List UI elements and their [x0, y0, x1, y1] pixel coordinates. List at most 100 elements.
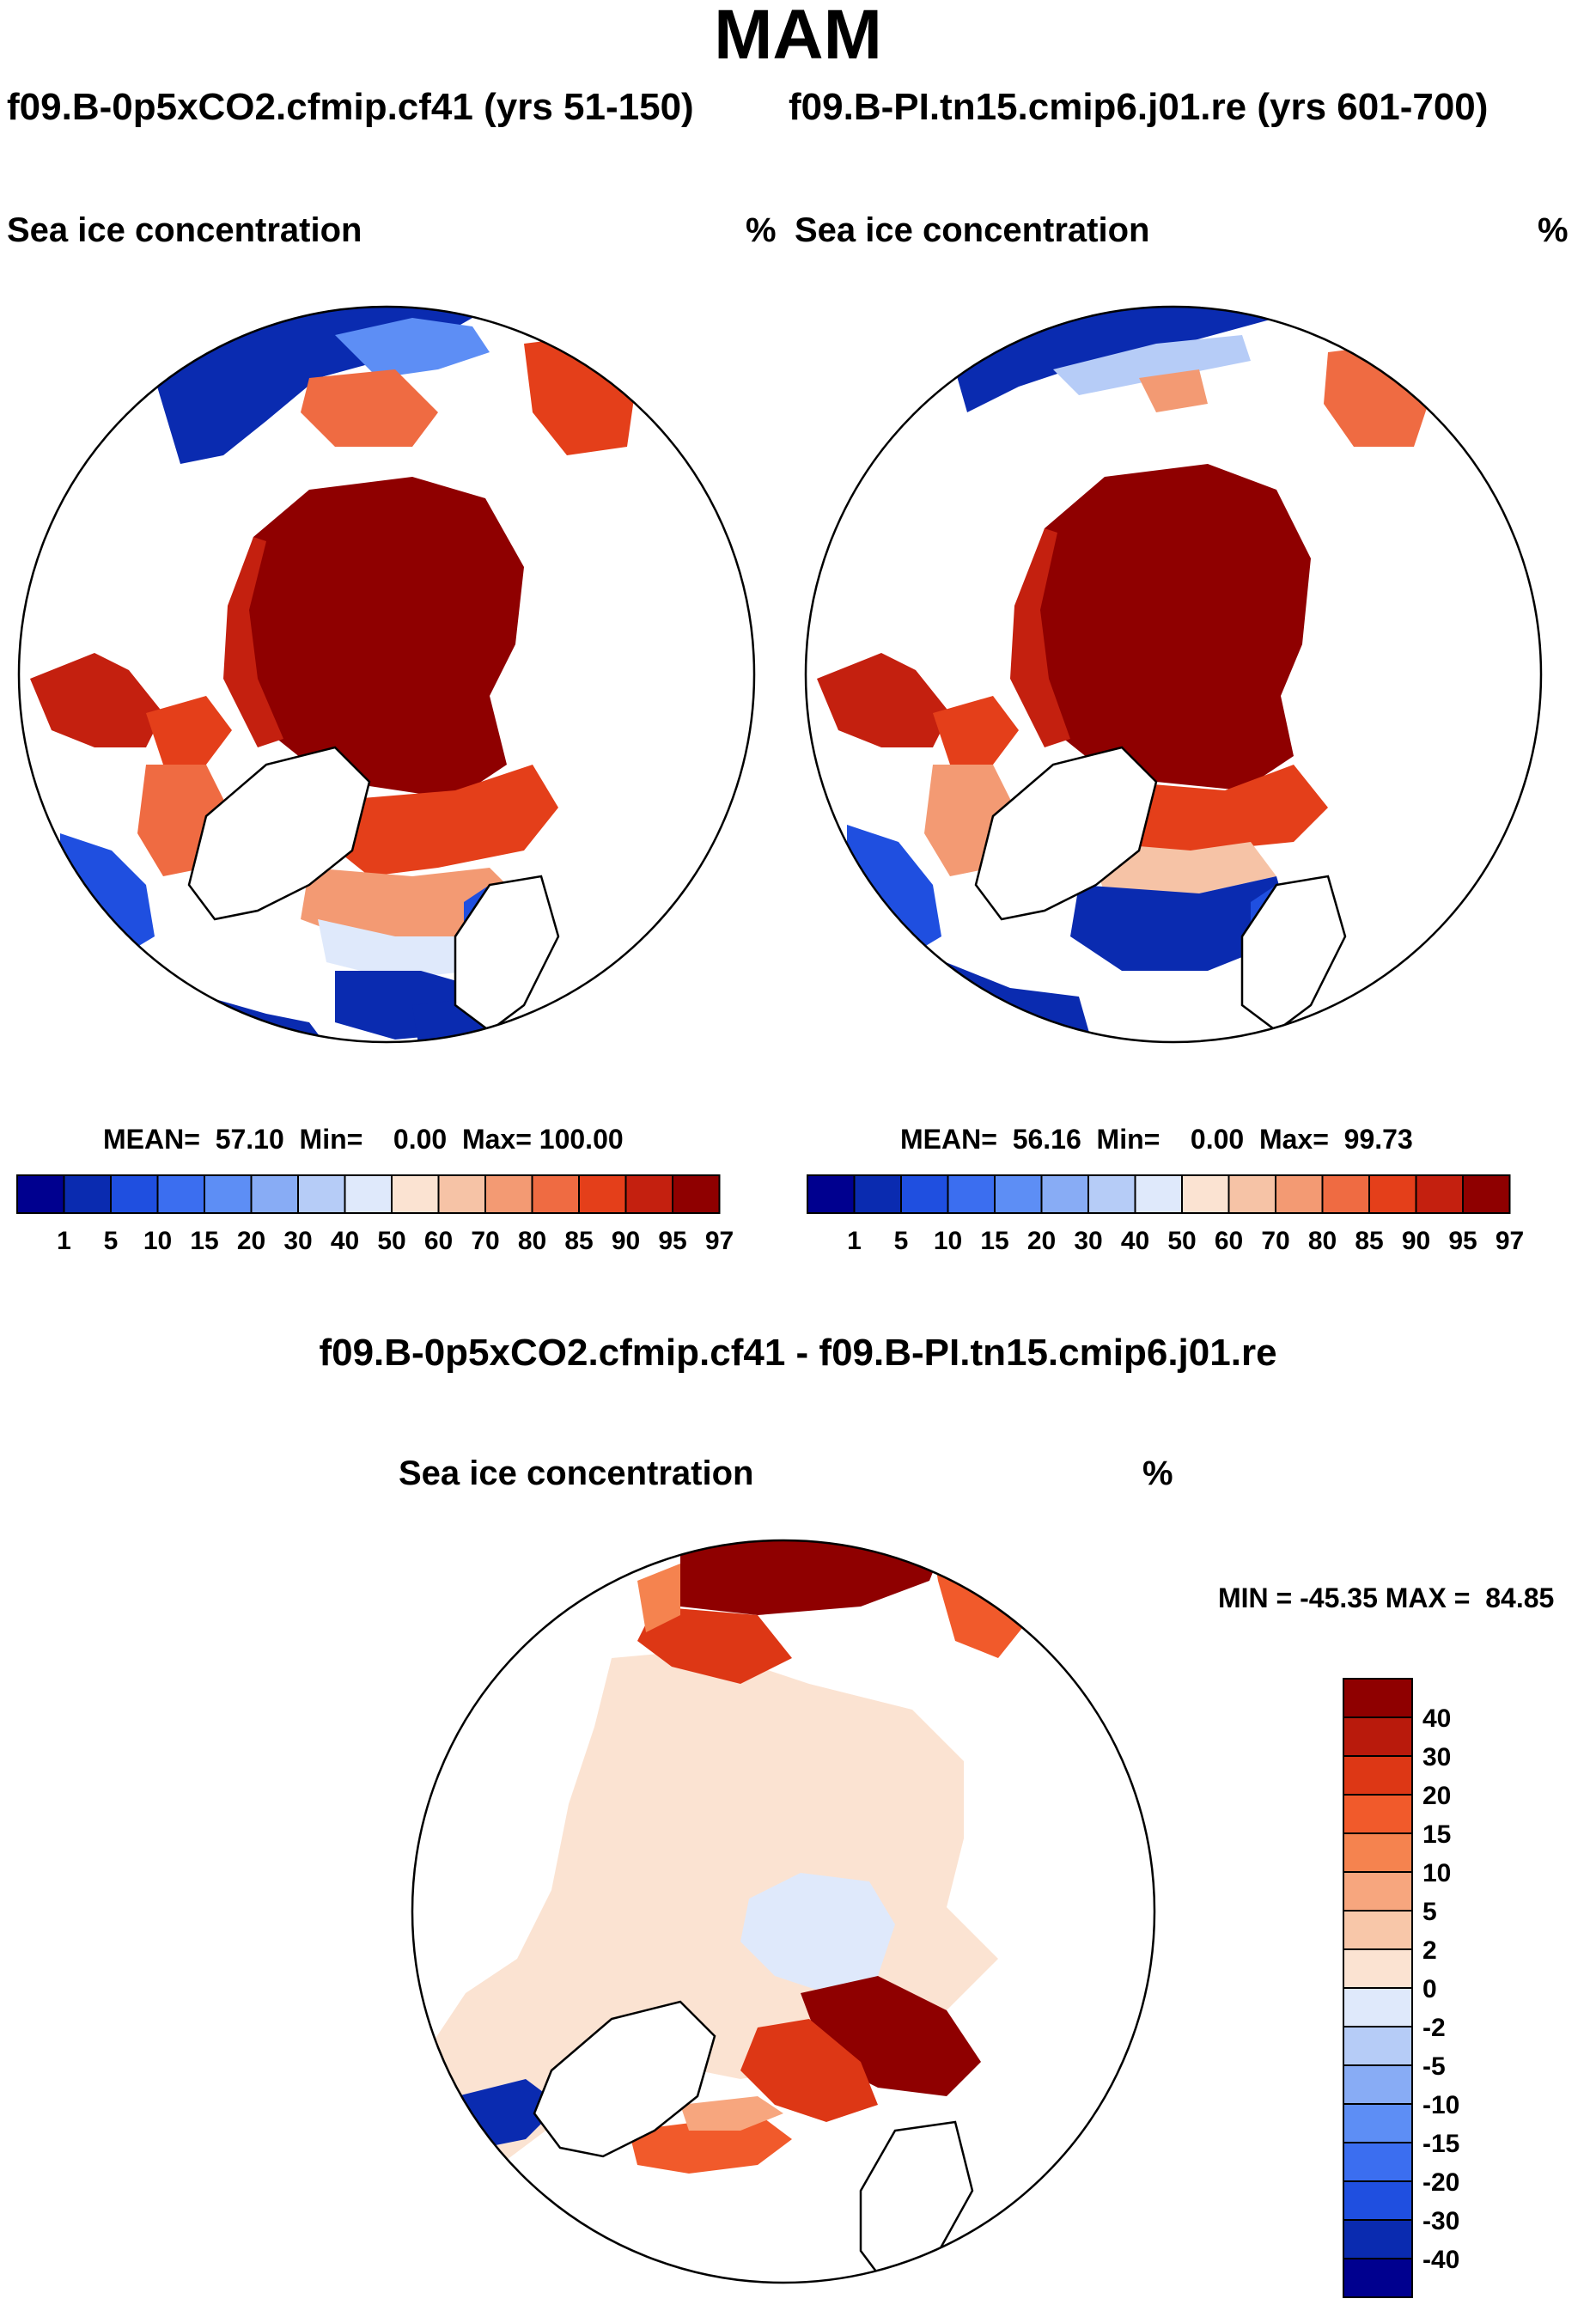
colorbar-swatch [807, 1174, 856, 1214]
diff-colorbar-tick-label: -40 [1422, 2246, 1459, 2274]
colorbar-tick-label: 50 [1167, 1227, 1196, 1255]
colorbar-swatch [900, 1174, 949, 1214]
diff-units-label: % [1142, 1454, 1173, 1492]
diff-polar-map [411, 1539, 1156, 2284]
right-variable-label: Sea ice concentration [795, 211, 1150, 249]
diff-colorbar-swatch [1343, 2142, 1413, 2182]
colorbar-tick-label: 85 [1355, 1227, 1383, 1255]
colorbar-swatch [156, 1174, 205, 1214]
colorbar-tick-label: 30 [283, 1227, 312, 1255]
hudson-bay-ice [817, 653, 950, 747]
diff-colorbar-swatch [1343, 1948, 1413, 1989]
colorbar-swatch [1040, 1174, 1089, 1214]
diff-colorbar-swatch [1343, 1832, 1413, 1873]
colorbar-swatch [1462, 1174, 1511, 1214]
diff-colorbar-tick-label: 40 [1422, 1704, 1451, 1733]
diff-colorbar-tick-label: -30 [1422, 2207, 1459, 2235]
right-stats: MEAN= 56.16 Min= 0.00 Max= 99.73 [900, 1124, 1413, 1155]
colorbar-tick-label: 85 [564, 1227, 593, 1255]
colorbar-swatch [994, 1174, 1043, 1214]
colorbar-swatch [531, 1174, 580, 1214]
colorbar-swatch [624, 1174, 673, 1214]
diff-colorbar-swatch [1343, 2180, 1413, 2221]
diff-colorbar-tick-label: -20 [1422, 2168, 1459, 2197]
diff-colorbar-tick-label: 2 [1422, 1936, 1437, 1965]
diff-colorbar-tick-label: -2 [1422, 2014, 1446, 2042]
colorbar-swatch [16, 1174, 65, 1214]
colorbar-tick-label: 20 [237, 1227, 265, 1255]
colorbar-tick-label: 10 [143, 1227, 172, 1255]
diff-colorbar-swatch [1343, 1755, 1413, 1796]
colorbar-tick-label: 60 [424, 1227, 453, 1255]
colorbar-tick-label: 60 [1215, 1227, 1243, 1255]
colorbar-tick-label: 15 [980, 1227, 1008, 1255]
colorbar-swatch [1134, 1174, 1183, 1214]
colorbar-swatch [947, 1174, 996, 1214]
diff-colorbar-swatch [1343, 1794, 1413, 1834]
diff-variable-label: Sea ice concentration [399, 1454, 754, 1492]
colorbar-tick-label: 20 [1027, 1227, 1056, 1255]
greenland-land [974, 746, 1158, 921]
colorbar-tick-label: 15 [190, 1227, 218, 1255]
diff-colorbar-swatch [1343, 2026, 1413, 2066]
colorbar-tick-label: 40 [1121, 1227, 1149, 1255]
colorbar-tick-label: 40 [331, 1227, 359, 1255]
colorbar-swatch [1415, 1174, 1464, 1214]
diff-colorbar-tick-label: -15 [1422, 2130, 1459, 2158]
colorbar-swatch [672, 1174, 721, 1214]
diff-colorbar-tick-label: -5 [1422, 2052, 1446, 2081]
colorbar-swatch [204, 1174, 253, 1214]
colorbar-tick-label: 80 [1308, 1227, 1337, 1255]
colorbar-tick-label: 97 [705, 1227, 734, 1255]
right-units-label: % [1538, 211, 1569, 249]
colorbar-tick-label: 10 [934, 1227, 962, 1255]
right-run-title: f09.B-PI.tn15.cmip6.j01.re (yrs 601-700) [789, 86, 1489, 128]
colorbar-tick-label: 1 [847, 1227, 862, 1255]
diff-colorbar-swatch [1343, 2219, 1413, 2259]
left-stats: MEAN= 57.10 Min= 0.00 Max= 100.00 [103, 1124, 624, 1155]
colorbar-tick-label: 90 [612, 1227, 640, 1255]
colorbar-swatch [110, 1174, 159, 1214]
diff-colorbar-tick-label: 15 [1422, 1820, 1451, 1849]
colorbar-swatch [1227, 1174, 1276, 1214]
right-colorbar: 1 5 10 15 20 30 40 50 60 70 80 85 90 95 97 [807, 1174, 1524, 1255]
diff-colorbar-tick-label: 5 [1422, 1898, 1437, 1926]
figure-title: MAM [714, 0, 882, 74]
colorbar-swatch [250, 1174, 299, 1214]
colorbar-swatch [484, 1174, 533, 1214]
diff-title: f09.B-0p5xCO2.cfmip.cf41 - f09.B-PI.tn15… [319, 1332, 1277, 1374]
colorbar-swatch [1087, 1174, 1136, 1214]
diff-colorbar-tick-label: -10 [1422, 2091, 1459, 2119]
colorbar-tick-label: 50 [377, 1227, 405, 1255]
diff-colorbar-tick-label: 10 [1422, 1859, 1451, 1887]
colorbar-tick-label: 70 [1261, 1227, 1289, 1255]
diff-minmax: MIN = -45.35 MAX = 84.85 [1218, 1582, 1555, 1613]
colorbar-swatch [391, 1174, 440, 1214]
scandinavia-land [454, 875, 560, 1033]
right-polar-map [804, 305, 1543, 1044]
colorbar-tick-label: 95 [658, 1227, 686, 1255]
colorbar-swatch [578, 1174, 627, 1214]
left-colorbar: 1 5 10 15 20 30 40 50 60 70 80 85 90 95 97 [16, 1174, 734, 1255]
central-arctic-ice [232, 477, 524, 799]
diff-colorbar-tick-label: 20 [1422, 1782, 1451, 1810]
left-polar-map [17, 305, 756, 1044]
colorbar-swatch [344, 1174, 393, 1214]
bering-okhotsk-positive [680, 1540, 947, 1615]
colorbar-tick-label: 1 [57, 1227, 71, 1255]
colorbar-tick-label: 5 [104, 1227, 119, 1255]
colorbar-tick-label: 97 [1495, 1227, 1524, 1255]
colorbar-swatch [1275, 1174, 1324, 1214]
central-negative-region [740, 1873, 895, 1993]
scandinavia-land [859, 2120, 974, 2283]
central-arctic-ice [1023, 464, 1311, 790]
greenland-land [187, 746, 371, 921]
colorbar-swatch [1368, 1174, 1417, 1214]
diff-colorbar-swatch [1343, 1871, 1413, 1912]
diff-colorbar-swatch [1343, 1910, 1413, 1950]
scandinavia-land [1240, 875, 1347, 1033]
hudson-bay-ice [30, 653, 163, 747]
diff-colorbar-swatch [1343, 2103, 1413, 2143]
colorbar-tick-label: 70 [471, 1227, 499, 1255]
colorbar-swatch [437, 1174, 486, 1214]
